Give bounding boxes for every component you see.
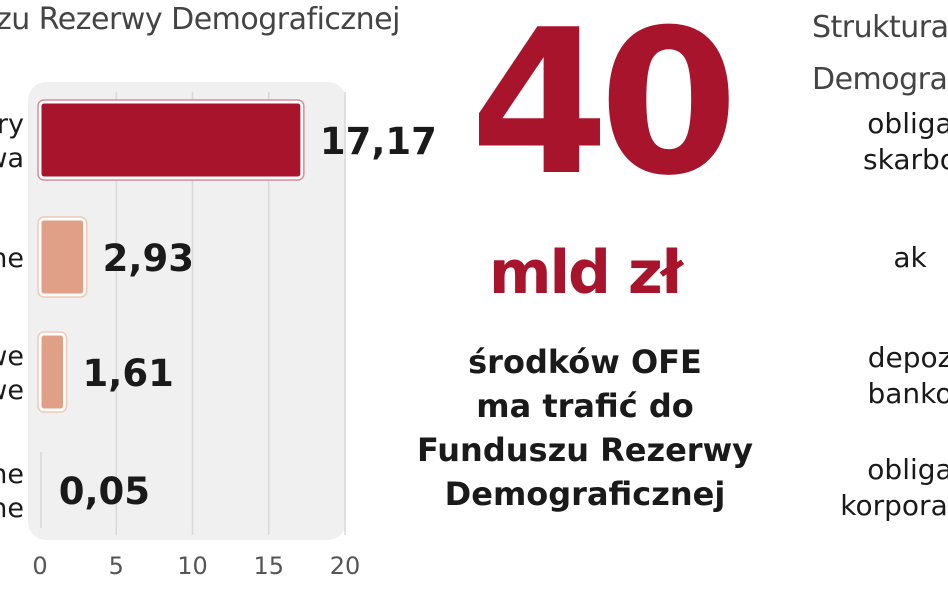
- x-tick-label: 5: [109, 552, 124, 580]
- structure-item-line: obliga: [867, 107, 948, 140]
- category-label: ne: [0, 243, 24, 274]
- x-tick-label: 0: [32, 552, 47, 580]
- bar: [38, 332, 67, 412]
- value-label: 0,05: [59, 470, 150, 513]
- bar-outline: [37, 331, 68, 413]
- x-tick-label: 10: [177, 552, 208, 580]
- structure-title-line: Struktura: [812, 10, 948, 45]
- structure-item-line: depoz: [867, 341, 948, 374]
- value-label: 2,93: [103, 237, 194, 280]
- value-label: 17,17: [320, 120, 437, 163]
- category-label: ry: [0, 109, 24, 140]
- category-label: we: [0, 375, 24, 406]
- description-line: ma trafić do: [476, 387, 694, 425]
- structure-item: ak: [800, 240, 948, 276]
- tick-layer: 0 5 10 15 20: [32, 552, 360, 580]
- chart-panel: [28, 82, 346, 540]
- chart-title: zu Rezerwy Demograficznej: [0, 2, 400, 37]
- x-tick-label: 15: [253, 552, 284, 580]
- category-label: wa: [0, 143, 24, 174]
- description-line: środków OFE: [468, 343, 702, 381]
- bar: [38, 217, 87, 297]
- bar-outline: [37, 216, 88, 298]
- description-line: Demograficznej: [444, 475, 726, 513]
- bar: [40, 452, 42, 528]
- description-line: Funduszu Rezerwy: [417, 431, 753, 469]
- description: środków OFE ma trafić do Funduszu Rezerw…: [390, 340, 780, 516]
- category-label: ne: [0, 459, 24, 490]
- category-label: ne: [0, 493, 24, 524]
- structure-item-line: obliga: [867, 453, 948, 486]
- structure-title: Struktura Demogra: [812, 2, 948, 106]
- structure-item-line: banko: [867, 377, 948, 410]
- structure-item-line: ak: [893, 241, 927, 274]
- label-layer: 17,17rywa2,93ne1,61wewe0,05nene: [0, 109, 437, 524]
- structure-item-line: skarbo: [863, 143, 948, 176]
- structure-item: obliga skarbo: [800, 106, 948, 178]
- structure-item: depoz banko: [800, 340, 948, 412]
- structure-item-line: korporacy: [840, 489, 948, 522]
- structure-item: obliga korporacy: [800, 452, 948, 524]
- category-label: we: [0, 341, 24, 372]
- value-label: 1,61: [83, 352, 174, 395]
- big-unit: mld zł: [488, 238, 683, 308]
- big-number: 40: [470, 0, 738, 220]
- bar-outline: [37, 99, 305, 181]
- bar: [38, 100, 304, 180]
- structure-title-line: Demogra: [812, 62, 948, 97]
- bar-layer: [37, 99, 305, 528]
- x-tick-label: 20: [330, 552, 361, 580]
